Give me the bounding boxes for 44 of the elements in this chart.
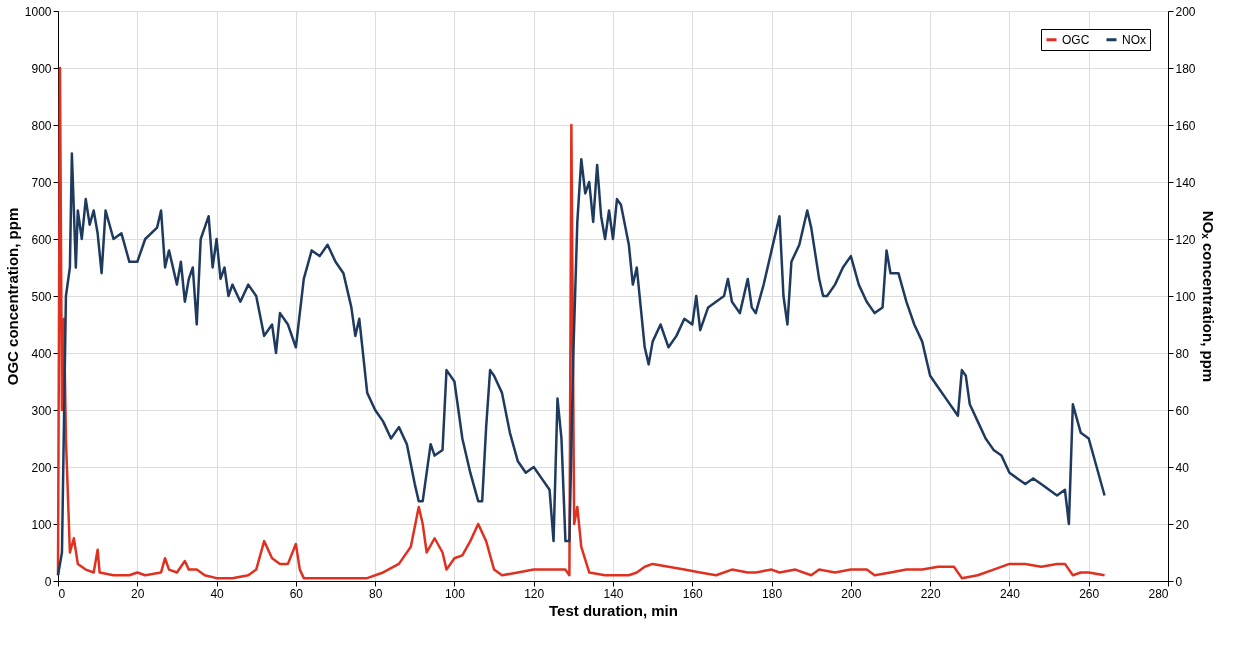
y2-tick-label: 200 [1175,4,1196,19]
x-tick-label: 20 [131,586,145,601]
y-tick-label: 400 [31,346,52,361]
y-tick-label: 0 [44,574,52,589]
y2-tick-label: 140 [1175,175,1196,190]
y2-tick-label: 180 [1175,61,1196,76]
x-axis-title: Test duration, min [549,601,678,619]
y-tick-label: 900 [31,61,52,76]
x-tick-label: 220 [920,586,941,601]
y-tick-label: 200 [31,460,52,475]
x-tick-label: 40 [210,586,225,601]
y-tick-label: 800 [31,118,52,133]
y2-tick-label: 160 [1175,118,1196,133]
y-tick-label: 1000 [24,4,52,19]
x-tick-label: 180 [762,586,783,601]
y-axis-title: OGC concentration, ppm [3,207,21,386]
y2-tick-label: 20 [1175,517,1190,532]
x-tick-label: 60 [289,586,304,601]
line-series [56,152,1106,577]
y2-tick-label: 40 [1175,460,1190,475]
x-tick-label: 260 [1079,586,1100,601]
y2-tick-label: 0 [1175,574,1183,589]
legend-label: NOx [1122,32,1146,47]
x-tick-label: 120 [524,586,545,601]
x-tick-label: 240 [999,586,1021,601]
x-tick-label: 280 [1148,586,1169,601]
line-series [56,66,1106,580]
y2-tick-label: 60 [1175,403,1190,418]
x-tick-label: 80 [368,586,383,601]
x-tick-label: 100 [444,586,466,601]
y2-tick-label: 80 [1175,346,1190,361]
x-tick-label: 0 [58,586,66,601]
y-tick-label: 500 [31,289,52,304]
y-tick-label: 100 [31,517,52,532]
y2-tick-label: 100 [1175,289,1196,304]
y-tick-label: 700 [31,175,52,190]
legend-label: OGC [1062,32,1090,47]
y-tick-label: 600 [31,232,52,247]
y2-tick-label: 120 [1175,232,1196,247]
y-tick-label: 300 [31,403,52,418]
x-tick-label: 200 [841,586,862,601]
x-tick-label: 160 [682,586,704,601]
y2-axis-title: NOₓ concentration, ppm [1199,210,1217,383]
x-tick-label: 140 [603,586,624,601]
